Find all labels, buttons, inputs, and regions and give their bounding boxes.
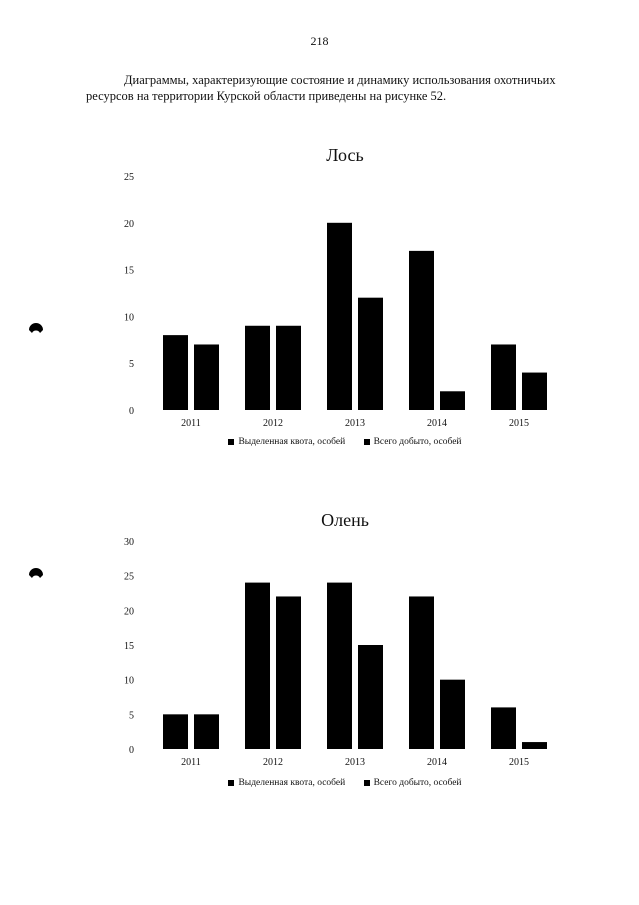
legend-label: Всего добыто, особей bbox=[373, 778, 462, 788]
bar-harvested bbox=[522, 742, 547, 749]
chart-olen-plot: 0 5 10 15 20 25 30 2011 2012 2013 2014 2015 bbox=[124, 537, 547, 768]
punch-hole-icon bbox=[29, 323, 43, 333]
legend-label: Выделенная квота, особей bbox=[238, 778, 346, 788]
page-number: 218 bbox=[310, 34, 329, 48]
bar-harvested bbox=[522, 372, 547, 410]
x-tick-label: 2015 bbox=[509, 418, 529, 429]
legend-item-harvested: Всего добыто, особей bbox=[363, 778, 462, 788]
bar-harvested bbox=[194, 344, 219, 410]
x-tick-label: 2011 bbox=[181, 757, 201, 768]
bar-quota bbox=[491, 344, 516, 410]
bar-quota bbox=[327, 582, 352, 749]
legend-label: Всего добыто, особей bbox=[373, 437, 462, 447]
bar-harvested bbox=[440, 679, 465, 749]
x-tick-label: 2011 bbox=[181, 418, 201, 429]
y-tick-label: 20 bbox=[124, 606, 134, 617]
chart-olen: Олень 0 5 10 15 20 25 30 2011 2012 2013 2014 2015 В… bbox=[110, 510, 580, 800]
chart-legend: Выделенная квота, особей Всего добыто, о… bbox=[110, 778, 580, 788]
bar-harvested bbox=[358, 297, 383, 410]
y-tick-label: 5 bbox=[129, 359, 134, 370]
y-tick-label: 30 bbox=[124, 537, 134, 548]
y-tick-label: 15 bbox=[124, 266, 134, 277]
bar-harvested bbox=[194, 714, 219, 749]
y-tick-label: 20 bbox=[124, 219, 134, 230]
bar-quota bbox=[245, 582, 270, 749]
y-tick-label: 10 bbox=[124, 676, 134, 687]
bar-harvested bbox=[276, 596, 301, 749]
legend-swatch bbox=[363, 438, 370, 445]
legend-label: Выделенная квота, особей bbox=[238, 437, 346, 447]
y-tick-label: 25 bbox=[124, 172, 134, 183]
y-tick-label: 5 bbox=[129, 710, 134, 721]
bar-quota bbox=[409, 250, 434, 410]
legend-swatch bbox=[228, 779, 235, 786]
chart-title: Лось bbox=[326, 145, 364, 165]
punch-hole-icon bbox=[29, 568, 43, 578]
bar-quota bbox=[327, 222, 352, 410]
chart-los: Лось 0 5 10 15 20 25 2011 2012 2013 2014 2015 Выде… bbox=[110, 145, 580, 465]
x-tick-label: 2012 bbox=[263, 418, 283, 429]
intro-paragraph: Диаграммы, характеризующие состояние и д… bbox=[86, 72, 586, 104]
legend-swatch bbox=[363, 779, 370, 786]
y-tick-label: 25 bbox=[124, 572, 134, 583]
y-tick-label: 15 bbox=[124, 641, 134, 652]
legend-swatch bbox=[228, 438, 235, 445]
y-tick-label: 0 bbox=[129, 745, 134, 756]
intro-text: Диаграммы, характеризующие состояние и д… bbox=[86, 73, 556, 103]
bar-harvested bbox=[276, 325, 301, 410]
chart-legend: Выделенная квота, особей Всего добыто, о… bbox=[110, 437, 580, 447]
bar-quota bbox=[163, 714, 188, 749]
x-tick-label: 2014 bbox=[427, 418, 447, 429]
chart-title: Олень bbox=[321, 510, 369, 530]
legend-item-quota: Выделенная квота, особей bbox=[228, 437, 345, 447]
bar-quota bbox=[491, 707, 516, 749]
y-tick-label: 0 bbox=[129, 406, 134, 417]
x-tick-label: 2012 bbox=[263, 757, 283, 768]
legend-item-quota: Выделенная квота, особей bbox=[228, 778, 345, 788]
x-tick-label: 2014 bbox=[427, 757, 447, 768]
x-tick-label: 2013 bbox=[345, 757, 365, 768]
x-tick-label: 2013 bbox=[345, 418, 365, 429]
bar-quota bbox=[163, 335, 188, 410]
bar-harvested bbox=[358, 645, 383, 749]
chart-los-plot: 0 5 10 15 20 25 2011 2012 2013 2014 2015 bbox=[124, 172, 547, 429]
y-tick-label: 10 bbox=[124, 312, 134, 323]
bar-quota bbox=[409, 596, 434, 749]
legend-item-harvested: Всего добыто, особей bbox=[363, 437, 462, 447]
bar-quota bbox=[245, 325, 270, 410]
bar-harvested bbox=[440, 391, 465, 410]
x-tick-label: 2015 bbox=[509, 757, 529, 768]
